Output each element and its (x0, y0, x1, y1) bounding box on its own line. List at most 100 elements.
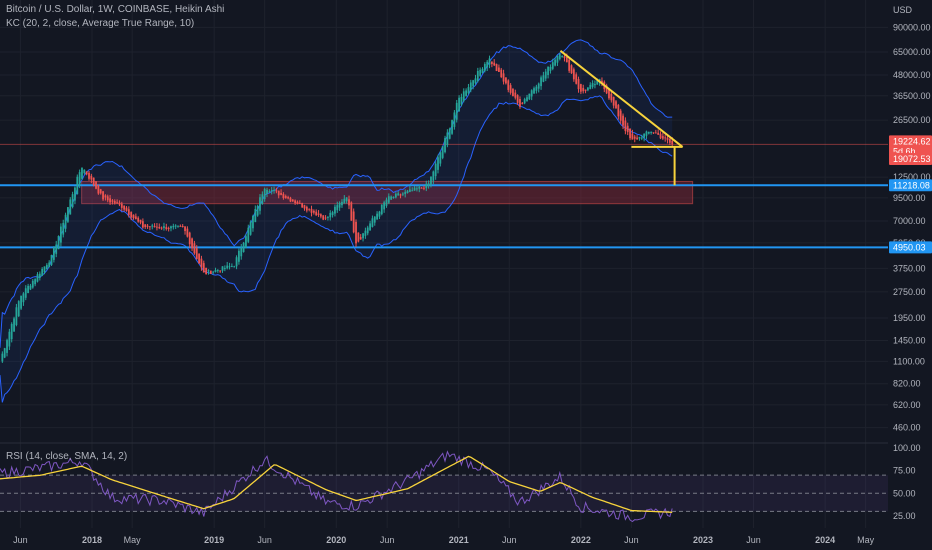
candle-body (205, 267, 208, 275)
candle-body (289, 197, 292, 202)
candle-body (404, 191, 407, 195)
rsi-tick-label: 50.00 (893, 488, 916, 498)
candle-body (305, 206, 308, 211)
candle-body (397, 193, 400, 196)
candle-body (432, 171, 435, 181)
price-tick-label: 820.00 (893, 379, 921, 389)
candle-body (179, 225, 182, 227)
candle-body (90, 175, 93, 180)
candle-body (144, 224, 147, 228)
candle-body (104, 195, 107, 198)
candle-body (120, 203, 123, 208)
candle-body (453, 112, 456, 127)
candle-body (526, 97, 528, 102)
candle-body (88, 172, 90, 179)
candle-body (565, 57, 568, 63)
candle-body (490, 61, 493, 65)
candle-body (371, 218, 374, 227)
candle-body (319, 214, 322, 217)
candle-body (601, 80, 603, 83)
time-axis[interactable]: Jun 2018 May 2019 Jun 2020 Jun 2021 Jun 2022 Jun 20… (13, 535, 874, 545)
candle-body (570, 65, 573, 74)
candle-body (324, 217, 327, 219)
rsi-legend[interactable]: RSI (14, close, SMA, 14, 2) (6, 451, 128, 462)
candle-body (338, 202, 341, 208)
candle-body (327, 216, 329, 218)
candle-body (209, 270, 212, 274)
candle-body (530, 90, 533, 97)
candle-body (291, 199, 294, 202)
candle-body (76, 176, 79, 195)
candle-body (502, 73, 505, 82)
time-tick-label: 2019 (204, 535, 224, 545)
candle-body (554, 59, 557, 66)
symbol-legend[interactable]: Bitcoin / U.S. Dollar, 1W, COINBASE, Hei… (6, 4, 225, 15)
candle-body (113, 201, 116, 204)
candle-body (298, 202, 301, 204)
candle-body (624, 120, 627, 131)
candle-body (448, 128, 451, 139)
candle-body (345, 197, 348, 202)
candle-body (385, 199, 388, 206)
kc-fill (0, 39, 673, 403)
candle-body (228, 266, 231, 268)
candle-body (350, 202, 353, 221)
candle-body (378, 211, 381, 217)
candle-body (671, 140, 674, 145)
candle-body (160, 227, 163, 229)
rsi-line (0, 450, 673, 523)
candle-body (474, 78, 477, 84)
time-tick-label: 2018 (82, 535, 102, 545)
candle-body (383, 202, 386, 210)
candle-body (568, 59, 571, 71)
candle-body (294, 200, 297, 204)
keltner-channel (0, 39, 673, 403)
candle-body (439, 152, 442, 164)
kc-legend[interactable]: KC (20, 2, close, Average True Range, 10… (6, 18, 195, 29)
candle-body (366, 227, 369, 234)
candle-body (226, 265, 229, 269)
candles (1, 53, 674, 363)
candle-body (647, 131, 650, 134)
candle-body (547, 66, 549, 76)
candle-body (523, 99, 526, 104)
candle-body (666, 137, 669, 141)
candle-body (317, 213, 320, 215)
candle-body (207, 270, 210, 272)
candle-body (191, 238, 193, 249)
price-tick-label: 460.00 (893, 423, 921, 433)
candle-body (43, 266, 46, 273)
candle-body (476, 70, 479, 81)
candle-body (408, 189, 411, 192)
candle-body (174, 225, 177, 227)
candle-body (331, 212, 334, 216)
candle-body (533, 88, 535, 94)
candle-body (497, 67, 500, 72)
candle-body (221, 266, 224, 271)
candle-body (451, 120, 453, 134)
candle-body (235, 257, 238, 267)
rsi-tick-label: 100.00 (893, 443, 921, 453)
candle-body (509, 85, 512, 93)
candle-body (151, 225, 154, 227)
candle-body (617, 104, 620, 117)
candle-body (654, 132, 657, 134)
candle-body (505, 77, 507, 84)
candle-body (380, 204, 383, 215)
candle-body (242, 242, 245, 252)
candle-body (74, 187, 76, 201)
candle-body (615, 101, 617, 109)
candle-body (348, 199, 350, 206)
candle-body (282, 193, 285, 199)
candle-body (275, 190, 278, 192)
candle-body (352, 211, 355, 233)
price-tick-label: 9500.00 (893, 193, 926, 203)
candle-body (139, 219, 142, 223)
candle-body (301, 202, 304, 208)
candle-body (521, 102, 524, 104)
candle-body (184, 226, 186, 231)
candle-body (123, 205, 126, 210)
